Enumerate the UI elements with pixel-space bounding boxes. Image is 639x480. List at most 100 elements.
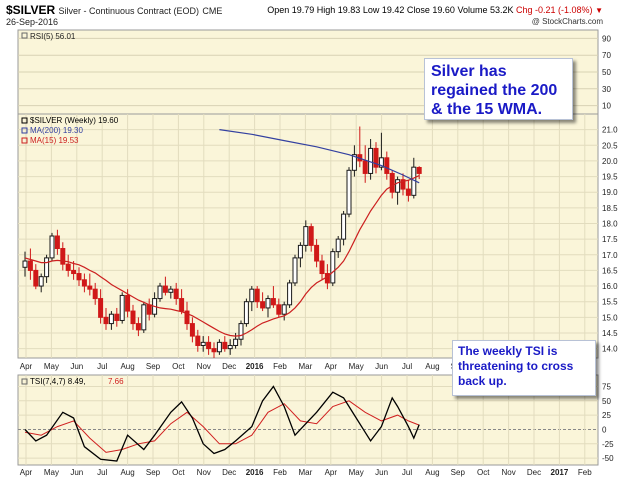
price-tick-label: 16.0 <box>602 282 618 291</box>
tsi-tick-label: -25 <box>602 440 614 449</box>
change-value: Chg -0.21 (-1.08%) <box>516 5 593 15</box>
tsi-month-label: Nov <box>501 468 515 477</box>
chart-header: $SILVER Silver - Continuous Contract (EO… <box>0 0 639 30</box>
tsi-month-label: Nov <box>197 468 211 477</box>
month-label: Sep <box>146 362 161 371</box>
candle-body <box>22 260 28 268</box>
tsi-month-label: Jun <box>70 468 83 477</box>
month-label: Jun <box>375 362 388 371</box>
ma200-line <box>219 129 420 184</box>
price-tick-label: 16.5 <box>602 266 618 275</box>
price-legend-swatch <box>21 127 28 134</box>
candle-body <box>373 147 379 168</box>
rsi-tick-label: 70 <box>602 51 611 60</box>
candle-body <box>44 257 50 278</box>
candle-body <box>249 288 255 303</box>
price-tick-label: 21.0 <box>602 126 618 135</box>
candle-body <box>65 263 71 271</box>
candle-body <box>330 251 336 284</box>
tsi-tick-label: -50 <box>602 454 614 463</box>
month-label: Nov <box>197 362 211 371</box>
tsi-signal-legend-label: 7.66 <box>108 377 124 386</box>
tsi-month-label: Mar <box>299 468 313 477</box>
candle-body <box>362 160 368 174</box>
exchange-name: CME <box>202 6 223 16</box>
price-tick-label: 14.0 <box>602 345 618 354</box>
candle-body <box>378 157 384 168</box>
copyright-notice: @ StockCharts.com <box>532 17 603 26</box>
candle-body <box>206 341 212 350</box>
candle-body <box>287 282 293 306</box>
regained-ma-callout: Silver has regained the 200 & the 15 WMA… <box>424 58 573 120</box>
candle-body <box>314 244 320 262</box>
candle-body <box>319 260 325 275</box>
tsi-month-label: 2016 <box>246 468 264 477</box>
price-tick-label: 20.0 <box>602 157 618 166</box>
ohlc-readout: Open 19.79 High 19.83 Low 19.42 Close 19… <box>267 5 603 15</box>
candle-body <box>211 348 217 353</box>
month-label: Feb <box>273 362 287 371</box>
month-label: Jul <box>402 362 412 371</box>
candle-body <box>157 285 163 300</box>
candle-body <box>38 276 44 287</box>
chart-date: 26-Sep-2016 <box>6 17 59 27</box>
candle-body <box>395 179 401 193</box>
month-label: May <box>44 362 59 371</box>
candle-body <box>33 269 39 287</box>
down-triangle-icon: ▼ <box>595 6 603 15</box>
candle-body <box>405 188 411 196</box>
price-tick-label: 18.5 <box>602 204 618 213</box>
candle-body <box>54 235 60 250</box>
candle-body <box>351 154 357 171</box>
tsi-legend-label: TSI(7,4,7) 8.49, <box>30 377 86 386</box>
candle-body <box>281 304 287 315</box>
copyright-text: @ StockCharts.com <box>531 17 603 26</box>
month-label: Apr <box>20 362 33 371</box>
candle-body <box>238 323 244 340</box>
candle-body <box>125 294 131 312</box>
tsi-month-label: Dec <box>527 468 541 477</box>
tsi-month-label: Aug <box>425 468 439 477</box>
month-label: Dec <box>222 362 236 371</box>
tsi-tick-label: 25 <box>602 411 611 420</box>
tsi-month-label: Jul <box>97 468 107 477</box>
tsi-month-label: Aug <box>120 468 134 477</box>
month-label: Jul <box>97 362 107 371</box>
tsi-tick-label: 50 <box>602 397 611 406</box>
tsi-tick-label: 75 <box>602 382 611 391</box>
price-tick-label: 14.5 <box>602 329 618 338</box>
tsi-month-label: Feb <box>273 468 287 477</box>
month-label: 2016 <box>246 362 264 371</box>
tsi-x-axis: Apr May Jun Jul Aug Sep Oct Nov Dec 2016 Feb Mar Apr… <box>20 468 592 477</box>
price-legend-label: $SILVER (Weekly) 19.60 <box>30 116 119 125</box>
candle-body <box>71 269 77 275</box>
candle-body <box>98 298 104 318</box>
price-tick-label: 15.5 <box>602 298 618 307</box>
candle-body <box>416 166 422 174</box>
tsi-month-label: Oct <box>477 468 490 477</box>
candle-body <box>76 273 82 281</box>
rsi-legend-label: RSI(5) 56.01 <box>30 32 76 41</box>
price-tick-label: 17.0 <box>602 251 618 260</box>
tsi-callout: The weekly TSI is threatening to cross b… <box>452 340 596 396</box>
tsi-signal-line <box>24 400 420 453</box>
candle-body <box>173 288 179 300</box>
candle-body <box>233 338 239 346</box>
tsi-month-label: Oct <box>172 468 185 477</box>
ma15-line <box>24 175 420 337</box>
candle-body <box>119 294 125 321</box>
tsi-tick-label: 0 <box>602 425 607 434</box>
tsi-month-label: 2017 <box>551 468 569 477</box>
candle-body <box>335 238 341 253</box>
price-tick-label: 18.0 <box>602 219 618 228</box>
price-legend-swatch <box>21 137 28 144</box>
candle-body <box>189 323 195 337</box>
candle-body <box>184 310 190 325</box>
candle-body <box>254 288 260 303</box>
candle-body <box>162 285 168 293</box>
price-panel: 14.0 14.5 15.0 15.5 16.0 16.5 17.0 17.5 18.0 18.5… <box>17 113 618 359</box>
candle-body <box>308 226 314 246</box>
symbol-description: Silver - Continuous Contract (EOD) <box>58 6 200 16</box>
candle-body <box>265 298 271 309</box>
